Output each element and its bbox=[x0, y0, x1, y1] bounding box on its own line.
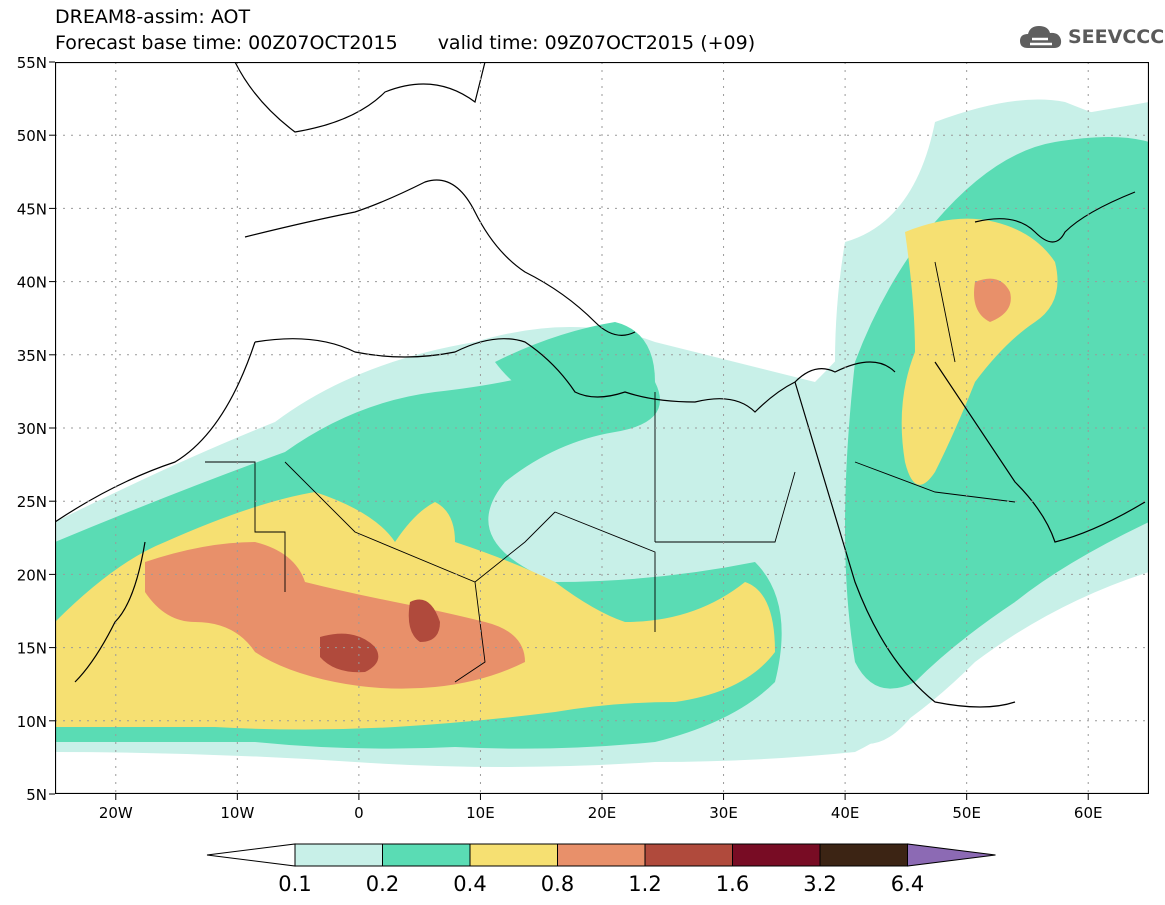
colorbar-swatch bbox=[382, 843, 471, 867]
colorbar-over-arrow bbox=[907, 843, 996, 867]
valid-time: valid time: 09Z07OCT2015 (+09) bbox=[437, 32, 756, 54]
colorbar-label: 0.4 bbox=[453, 872, 486, 896]
lat-lon-grid bbox=[55, 62, 1149, 794]
map-title: DREAM8-assim: AOT bbox=[55, 6, 251, 28]
lon-label: 50E bbox=[952, 804, 981, 822]
axis-labels: 55N 50N 45N 40N 35N 30N 25N 20N 15N 10N 5N 20W 10W 0… bbox=[17, 54, 1103, 822]
forecast-times: Forecast base time: 00Z07OCT2015 valid ti… bbox=[55, 32, 755, 54]
colorbar-label: 0.1 bbox=[278, 872, 311, 896]
colorbar-swatches bbox=[206, 843, 996, 867]
lat-label: 30N bbox=[17, 420, 47, 438]
contour-0.8 bbox=[145, 542, 525, 689]
aot-contours bbox=[55, 99, 1149, 767]
aot-map bbox=[54, 61, 1150, 795]
lat-label: 40N bbox=[17, 274, 47, 292]
lon-label: 60E bbox=[1074, 804, 1103, 822]
logo-text: SEEVCCC bbox=[1068, 26, 1165, 48]
contour-0.8-east bbox=[974, 278, 1011, 322]
contour-1.2-b bbox=[408, 599, 440, 642]
colorbar-swatch bbox=[819, 843, 908, 867]
colorbar-label: 3.2 bbox=[803, 872, 836, 896]
lon-labels: 20W 10W 0 10E 20E 30E 40E 50E 60E bbox=[99, 794, 1103, 822]
lon-label: 10W bbox=[220, 804, 254, 822]
lat-label: 45N bbox=[17, 200, 47, 218]
contour-0.4-east bbox=[901, 218, 1058, 485]
colorbar-swatch bbox=[469, 843, 558, 867]
colorbar-label: 6.4 bbox=[891, 872, 924, 896]
coastlines bbox=[55, 62, 1146, 708]
lat-label: 5N bbox=[26, 786, 47, 804]
colorbar-swatch bbox=[557, 843, 646, 867]
lat-label: 55N bbox=[17, 54, 47, 72]
colorbar-swatch bbox=[732, 843, 821, 867]
colorbar-label: 0.2 bbox=[366, 872, 399, 896]
lat-label: 15N bbox=[17, 640, 47, 658]
lat-label: 10N bbox=[17, 713, 47, 731]
lat-label: 25N bbox=[17, 493, 47, 511]
lat-label: 35N bbox=[17, 347, 47, 365]
seevccc-logo: SEEVCCC bbox=[1018, 22, 1164, 52]
lat-label: 20N bbox=[17, 566, 47, 584]
colorbar-label: 1.6 bbox=[716, 872, 749, 896]
lon-label: 0 bbox=[354, 804, 364, 822]
lon-label: 10E bbox=[466, 804, 495, 822]
lat-labels: 55N 50N 45N 40N 35N 30N 25N 20N 15N 10N 5N bbox=[17, 54, 55, 804]
colorbar-label: 0.8 bbox=[541, 872, 574, 896]
country-borders bbox=[205, 261, 1016, 683]
colorbar-label: 1.2 bbox=[628, 872, 661, 896]
colorbar-labels: 0.1 0.2 0.4 0.8 1.2 1.6 3.2 6.4 bbox=[278, 872, 924, 896]
colorbar-swatch bbox=[294, 843, 383, 867]
cloud-icon bbox=[1020, 26, 1062, 48]
colorbar-under-arrow bbox=[206, 843, 296, 867]
contour-1.2 bbox=[320, 633, 379, 673]
map-border bbox=[54, 61, 1150, 795]
base-time: Forecast base time: 00Z07OCT2015 bbox=[55, 32, 398, 54]
colorbar-swatch bbox=[644, 843, 733, 867]
lon-label: 20W bbox=[99, 804, 133, 822]
colorbar: 0.1 0.2 0.4 0.8 1.2 1.6 3.2 6.4 bbox=[206, 843, 996, 896]
contour-0.2-med bbox=[495, 322, 655, 414]
lon-label: 30E bbox=[709, 804, 738, 822]
lat-label: 50N bbox=[17, 127, 47, 145]
map-panel bbox=[54, 61, 1150, 795]
lon-label: 40E bbox=[831, 804, 860, 822]
lon-label: 20E bbox=[588, 804, 617, 822]
